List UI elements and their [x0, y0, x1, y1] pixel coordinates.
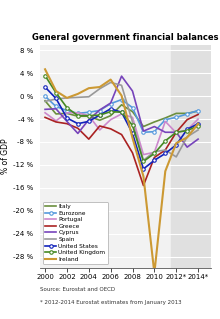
- Title: General government financial balances: General government financial balances: [32, 33, 219, 42]
- Y-axis label: % of GDP: % of GDP: [1, 138, 10, 174]
- Legend: Italy, Eurozone, Portugal, Greece, Cyprus, Spain, United States, United Kingdom,: Italy, Eurozone, Portugal, Greece, Cypru…: [43, 202, 108, 264]
- Text: Source: Eurostat and OECD: Source: Eurostat and OECD: [40, 287, 115, 292]
- Text: * 2012-2014 Eurostat estimates from January 2013: * 2012-2014 Eurostat estimates from Janu…: [40, 300, 181, 305]
- Bar: [171, 45, 211, 268]
